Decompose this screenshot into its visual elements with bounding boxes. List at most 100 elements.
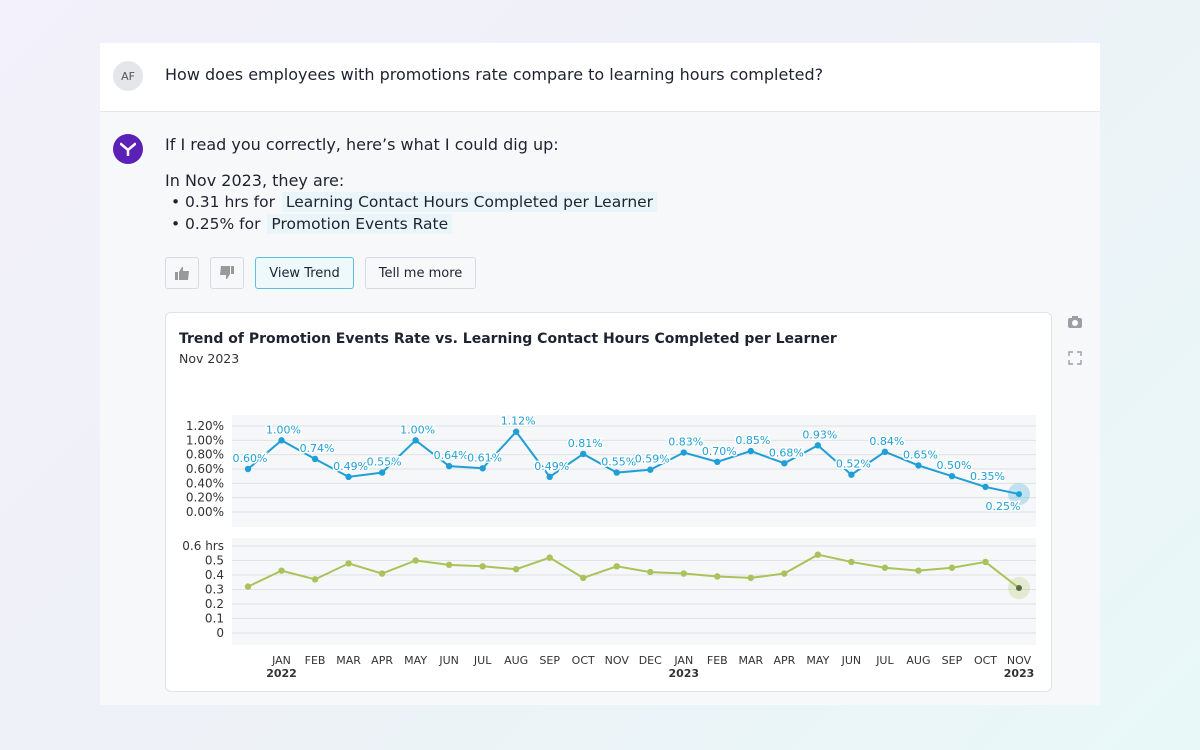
y-tick-label: 1.00% xyxy=(186,433,224,447)
data-label: 1.00% xyxy=(266,423,301,436)
data-point xyxy=(378,570,386,577)
y-tick-label: 0.2 xyxy=(205,597,224,611)
data-label: 0.25% xyxy=(986,500,1021,513)
question-text: How does employees with promotions rate … xyxy=(165,65,824,84)
x-tick-label: MAR xyxy=(738,654,763,667)
data-point xyxy=(345,473,352,481)
data-point xyxy=(512,566,520,573)
data-point xyxy=(1016,585,1022,592)
data-label: 0.55% xyxy=(601,456,636,469)
thumbs-down[interactable] xyxy=(210,257,244,289)
data-label: 0.35% xyxy=(970,470,1005,483)
thumbs-up[interactable] xyxy=(165,257,199,289)
data-label: 0.64% xyxy=(434,449,469,462)
data-point xyxy=(580,574,587,582)
x-tick-label: SEP xyxy=(539,654,560,667)
data-point xyxy=(781,570,788,577)
bullet: 0.31 hrs for Learning Contact Hours Comp… xyxy=(171,192,658,212)
series-line xyxy=(247,553,1020,589)
y-tick-label: 0.00% xyxy=(186,505,224,519)
data-point xyxy=(982,483,989,491)
x-year-label: 2023 xyxy=(1004,667,1035,680)
data-point xyxy=(948,564,956,571)
data-point xyxy=(546,473,553,481)
y-tick-label: 1.20% xyxy=(186,419,224,433)
data-point xyxy=(512,428,520,435)
x-tick-label: AUG xyxy=(906,654,930,667)
data-point xyxy=(613,563,620,570)
y-tick-label: 0.20% xyxy=(186,491,224,505)
data-label: 0.60% xyxy=(233,452,268,465)
data-point xyxy=(915,462,922,469)
x-tick-label: OCT xyxy=(974,654,997,667)
data-point xyxy=(412,437,419,444)
data-point xyxy=(244,583,252,590)
data-label: 1.12% xyxy=(501,415,536,428)
data-label: 0.70% xyxy=(702,445,737,458)
data-point xyxy=(915,567,922,574)
camera-icon[interactable] xyxy=(1067,315,1083,329)
question-row: AF How does employees with promotions ra… xyxy=(100,43,1100,112)
x-tick-label: JUN xyxy=(438,654,459,667)
thumbs-up-icon xyxy=(175,267,189,280)
data-point xyxy=(311,576,319,583)
y-tick-label: 0 xyxy=(216,626,224,640)
data-point xyxy=(412,557,419,564)
tell-me-more-button[interactable]: Tell me more xyxy=(365,257,476,289)
data-point xyxy=(580,450,587,458)
x-tick-label: JUL xyxy=(473,654,492,667)
answer-lead: In Nov 2023, they are: xyxy=(165,171,345,190)
data-point xyxy=(948,472,956,480)
y-tick-label: 0.4 xyxy=(205,568,224,582)
data-point xyxy=(814,442,822,449)
y-tick-label: 0.5 xyxy=(205,554,224,568)
data-point xyxy=(311,455,319,463)
data-label: 0.55% xyxy=(367,456,402,469)
view-trend-button[interactable]: View Trend xyxy=(255,257,354,289)
data-point xyxy=(680,570,687,577)
x-tick-label: MAY xyxy=(806,654,829,667)
y-tick-label: 0.1 xyxy=(205,612,224,626)
x-year-label: 2022 xyxy=(266,667,297,680)
data-label: 0.49% xyxy=(333,460,368,473)
expand-icon[interactable] xyxy=(1068,351,1082,365)
data-point xyxy=(445,561,453,569)
data-point xyxy=(278,567,285,574)
data-point xyxy=(278,437,285,444)
bullet: 0.25% for Promotion Events Rate xyxy=(171,214,453,234)
data-label: 0.81% xyxy=(568,437,603,450)
data-point xyxy=(680,449,687,456)
data-label: 0.83% xyxy=(668,436,703,449)
series-line xyxy=(247,430,1020,496)
y-tick-label: 0.6 hrs xyxy=(182,539,224,553)
data-point xyxy=(982,558,989,566)
data-point xyxy=(479,465,486,472)
x-tick-label: OCT xyxy=(572,654,595,667)
x-tick-label: JUN xyxy=(841,654,862,667)
data-label: 0.59% xyxy=(635,453,670,466)
data-point xyxy=(378,469,386,476)
bullet-term[interactable]: Promotion Events Rate xyxy=(267,214,453,234)
x-tick-label: NOV xyxy=(1007,654,1032,667)
x-year-label: 2023 xyxy=(668,667,699,680)
chart-title: Trend of Promotion Events Rate vs. Learn… xyxy=(179,331,837,347)
thumbs-down-icon xyxy=(220,266,234,279)
x-tick-label: MAY xyxy=(404,654,427,667)
x-tick-label: APR xyxy=(773,654,795,667)
data-point xyxy=(345,560,352,567)
data-label: 0.52% xyxy=(836,458,871,471)
data-label: 0.85% xyxy=(735,434,770,447)
chart-subtitle: Nov 2023 xyxy=(179,351,239,366)
x-tick-label: APR xyxy=(371,654,393,667)
answer-intro: If I read you correctly, here’s what I c… xyxy=(165,135,559,154)
data-point xyxy=(647,466,654,473)
bullet-term[interactable]: Learning Contact Hours Completed per Lea… xyxy=(281,192,658,212)
data-point xyxy=(714,458,721,466)
bullet-text: 0.31 hrs for xyxy=(185,193,275,211)
data-point xyxy=(781,460,788,467)
x-tick-label: JUL xyxy=(875,654,894,667)
data-point xyxy=(613,469,620,476)
data-point xyxy=(546,554,553,561)
x-tick-label: DEC xyxy=(639,654,662,667)
